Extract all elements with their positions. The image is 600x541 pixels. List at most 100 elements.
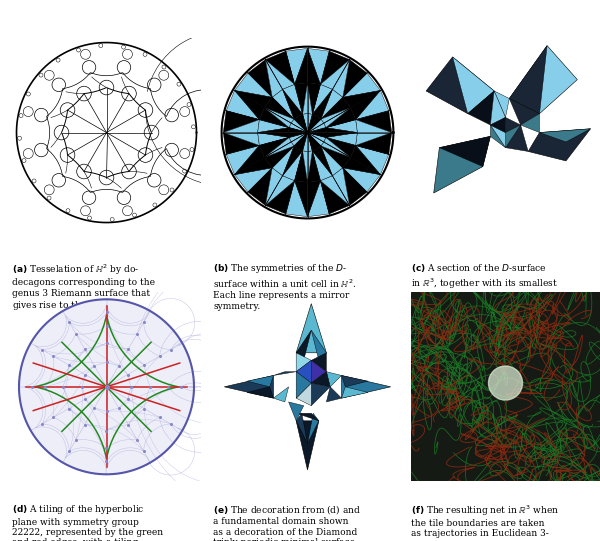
Polygon shape (226, 90, 259, 120)
Polygon shape (356, 111, 392, 133)
Polygon shape (257, 128, 289, 133)
Text: $\mathbf{(b)}$ The symmetries of the $D$-
surface within a unit cell in $\mathbb: $\mathbf{(b)}$ The symmetries of the $D$… (213, 262, 356, 311)
Polygon shape (505, 117, 521, 133)
Polygon shape (313, 84, 332, 114)
Polygon shape (494, 91, 509, 117)
Polygon shape (308, 133, 313, 151)
Polygon shape (289, 128, 308, 133)
Polygon shape (295, 151, 308, 182)
Polygon shape (247, 387, 274, 398)
Polygon shape (308, 83, 320, 114)
Polygon shape (295, 48, 308, 84)
Polygon shape (272, 89, 294, 119)
Polygon shape (308, 133, 324, 146)
Polygon shape (302, 114, 308, 133)
Polygon shape (308, 133, 326, 137)
Polygon shape (313, 89, 332, 116)
Polygon shape (302, 83, 308, 114)
Polygon shape (235, 73, 272, 97)
Polygon shape (265, 146, 294, 168)
Polygon shape (257, 120, 289, 133)
Polygon shape (317, 146, 332, 176)
Polygon shape (311, 383, 330, 406)
Polygon shape (294, 133, 308, 149)
Polygon shape (311, 372, 330, 387)
Polygon shape (296, 372, 311, 398)
Polygon shape (308, 123, 326, 133)
Polygon shape (295, 181, 308, 217)
Polygon shape (326, 108, 356, 128)
Polygon shape (291, 133, 308, 146)
Polygon shape (296, 304, 326, 353)
Polygon shape (308, 128, 326, 133)
Polygon shape (341, 375, 368, 387)
Polygon shape (295, 83, 308, 114)
Polygon shape (311, 353, 326, 372)
Polygon shape (321, 97, 350, 119)
Polygon shape (283, 84, 302, 114)
Polygon shape (296, 360, 311, 383)
Polygon shape (296, 413, 319, 421)
Polygon shape (235, 90, 272, 108)
Polygon shape (272, 146, 294, 176)
Text: $\mathbf{(c)}$ A section of the $D$-surface
in $\mathbb{R}^3$, together with its: $\mathbf{(c)}$ A section of the $D$-surf… (411, 262, 558, 301)
Circle shape (488, 366, 523, 400)
Polygon shape (539, 129, 590, 142)
Polygon shape (343, 168, 380, 192)
Polygon shape (326, 372, 341, 387)
Polygon shape (509, 45, 577, 114)
Polygon shape (350, 146, 380, 175)
Polygon shape (257, 133, 289, 146)
Polygon shape (326, 137, 356, 157)
Polygon shape (265, 60, 295, 89)
Polygon shape (289, 133, 308, 137)
Polygon shape (308, 413, 319, 444)
Polygon shape (274, 387, 289, 402)
Polygon shape (321, 146, 350, 168)
Text: $\mathbf{(d)}$ A tiling of the hyperbolic
plane with symmetry group
22222, repre: $\mathbf{(d)}$ A tiling of the hyperboli… (12, 503, 163, 541)
Polygon shape (434, 136, 490, 193)
Polygon shape (289, 133, 308, 142)
Polygon shape (326, 133, 358, 137)
Polygon shape (308, 119, 324, 133)
Polygon shape (439, 136, 490, 167)
Polygon shape (308, 48, 320, 84)
Polygon shape (286, 181, 308, 217)
Polygon shape (326, 120, 358, 133)
Polygon shape (343, 90, 380, 108)
Polygon shape (291, 119, 308, 133)
Polygon shape (265, 137, 291, 157)
Polygon shape (286, 48, 308, 84)
Polygon shape (283, 151, 302, 181)
Polygon shape (235, 168, 272, 192)
Polygon shape (321, 146, 343, 176)
Polygon shape (265, 176, 295, 206)
Circle shape (221, 47, 394, 219)
Polygon shape (356, 120, 392, 133)
Circle shape (19, 299, 194, 474)
Polygon shape (321, 108, 350, 123)
Polygon shape (320, 181, 350, 214)
Polygon shape (298, 114, 308, 133)
Polygon shape (426, 57, 494, 114)
Text: $\mathbf{(a)}$ Tesselation of $\mathbb{H}^2$ by do-
decagons corresponding to th: $\mathbf{(a)}$ Tesselation of $\mathbb{H… (12, 262, 155, 312)
Polygon shape (326, 387, 341, 402)
Polygon shape (248, 168, 272, 206)
Polygon shape (490, 125, 505, 148)
Polygon shape (343, 73, 380, 97)
Polygon shape (308, 181, 329, 217)
Polygon shape (341, 387, 368, 398)
Polygon shape (356, 146, 389, 175)
Polygon shape (235, 157, 272, 175)
Polygon shape (313, 151, 332, 181)
Polygon shape (308, 133, 317, 151)
Polygon shape (289, 402, 304, 421)
Polygon shape (257, 133, 289, 137)
Polygon shape (283, 89, 302, 116)
Polygon shape (321, 89, 343, 119)
Polygon shape (248, 60, 272, 97)
Polygon shape (302, 151, 308, 182)
Polygon shape (265, 181, 295, 214)
Polygon shape (490, 117, 505, 133)
Polygon shape (350, 90, 380, 120)
